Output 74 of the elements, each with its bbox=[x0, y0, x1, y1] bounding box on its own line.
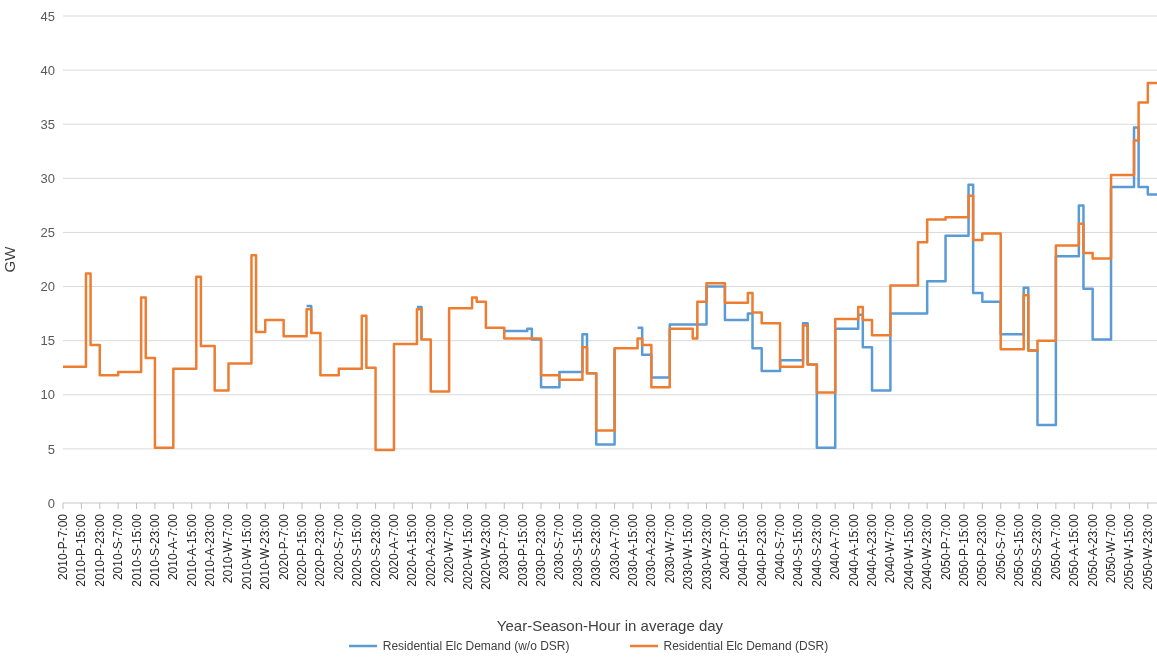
x-tick-label: 2050-P-7:00 bbox=[938, 513, 953, 581]
x-tick-label: 2050-S-15:00 bbox=[1012, 513, 1027, 587]
x-tick-label: 2030-W-23:00 bbox=[699, 513, 714, 590]
x-tick-label: 2010-P-23:00 bbox=[92, 513, 107, 587]
y-axis-title: GW bbox=[1, 245, 19, 273]
x-tick-label: 2050-W-7:00 bbox=[1104, 513, 1119, 584]
x-tick-label: 2040-A-7:00 bbox=[828, 513, 843, 581]
x-tick-label: 2050-S-7:00 bbox=[993, 513, 1008, 581]
y-tick-label: 45 bbox=[40, 8, 55, 24]
x-tick-label: 2030-W-7:00 bbox=[662, 513, 677, 584]
x-tick-label: 2050-P-23:00 bbox=[975, 513, 990, 587]
x-tick-label: 2020-P-15:00 bbox=[295, 513, 310, 587]
x-tick-label: 2020-P-23:00 bbox=[313, 513, 328, 587]
x-axis-title: Year-Season-Hour in average day bbox=[496, 617, 724, 634]
x-tick-label: 2040-W-23:00 bbox=[920, 513, 935, 590]
x-tick-label: 2010-W-15:00 bbox=[239, 513, 254, 590]
x-tick-label: 2050-P-15:00 bbox=[956, 513, 971, 587]
x-tick-label: 2030-A-23:00 bbox=[644, 513, 659, 587]
x-tick-label: 2020-S-15:00 bbox=[350, 513, 365, 587]
y-tick-label: 5 bbox=[47, 441, 55, 457]
y-tick-label: 40 bbox=[40, 62, 55, 78]
legend-label: Residential Elc Demand (w/o DSR) bbox=[382, 639, 570, 653]
x-tick-label: 2040-S-15:00 bbox=[791, 513, 806, 587]
x-tick-label: 2030-S-15:00 bbox=[570, 513, 585, 587]
x-tick-label: 2030-A-15:00 bbox=[625, 513, 640, 587]
x-tick-label: 2050-A-7:00 bbox=[1048, 513, 1063, 581]
x-tick-label: 2010-A-15:00 bbox=[184, 513, 199, 587]
x-tick-label: 2040-A-23:00 bbox=[865, 513, 880, 587]
x-tick-label: 2050-W-15:00 bbox=[1122, 513, 1137, 590]
x-tick-label: 2040-P-15:00 bbox=[736, 513, 751, 587]
y-tick-label: 30 bbox=[40, 170, 55, 186]
x-tick-label: 2040-P-23:00 bbox=[754, 513, 769, 587]
x-tick-label: 2030-S-7:00 bbox=[552, 513, 567, 581]
x-tick-label: 2040-A-15:00 bbox=[846, 513, 861, 587]
x-tick-label: 2010-P-15:00 bbox=[74, 513, 89, 587]
x-tick-label: 2020-S-23:00 bbox=[368, 513, 383, 587]
x-tick-label: 2010-W-7:00 bbox=[221, 513, 236, 584]
x-tick-label: 2050-A-15:00 bbox=[1067, 513, 1082, 587]
x-tick-label: 2010-S-23:00 bbox=[147, 513, 162, 587]
x-tick-label: 2010-S-7:00 bbox=[111, 513, 126, 581]
x-tick-label: 2040-S-7:00 bbox=[773, 513, 788, 581]
x-tick-label: 2030-A-7:00 bbox=[607, 513, 622, 581]
y-tick-label: 35 bbox=[40, 116, 55, 132]
x-tick-label: 2030-S-23:00 bbox=[589, 513, 604, 587]
x-tick-label: 2020-A-7:00 bbox=[386, 513, 401, 581]
x-tick-label: 2020-S-7:00 bbox=[331, 513, 346, 581]
y-tick-label: 25 bbox=[40, 225, 55, 241]
x-tick-label: 2020-W-23:00 bbox=[478, 513, 493, 590]
y-tick-label: 0 bbox=[47, 495, 55, 511]
x-tick-label: 2050-A-23:00 bbox=[1085, 513, 1100, 587]
x-tick-label: 2040-P-7:00 bbox=[717, 513, 732, 581]
x-tick-label: 2010-A-7:00 bbox=[166, 513, 181, 581]
x-tick-label: 2050-S-23:00 bbox=[1030, 513, 1045, 587]
x-tick-label: 2010-P-7:00 bbox=[56, 513, 70, 581]
x-tick-label: 2010-A-23:00 bbox=[203, 513, 218, 587]
x-tick-label: 2050-W-23:00 bbox=[1140, 513, 1155, 590]
legend-label: Residential Elc Demand (DSR) bbox=[663, 639, 829, 653]
x-tick-label: 2040-S-23:00 bbox=[809, 513, 824, 587]
y-tick-label: 20 bbox=[40, 279, 55, 295]
x-tick-label: 2020-A-23:00 bbox=[423, 513, 438, 587]
x-tick-label: 2010-W-23:00 bbox=[258, 513, 273, 590]
x-tick-label: 2030-W-15:00 bbox=[681, 513, 696, 590]
x-tick-label: 2030-P-15:00 bbox=[515, 513, 530, 587]
y-tick-label: 15 bbox=[40, 333, 55, 349]
x-tick-label: 2020-W-7:00 bbox=[442, 513, 457, 584]
x-tick-label: 2030-P-7:00 bbox=[497, 513, 512, 581]
x-tick-label: 2040-W-15:00 bbox=[901, 513, 916, 590]
x-tick-label: 2010-S-15:00 bbox=[129, 513, 144, 587]
x-tick-label: 2020-A-15:00 bbox=[405, 513, 420, 587]
x-tick-label: 2020-W-15:00 bbox=[460, 513, 475, 590]
y-tick-label: 10 bbox=[40, 387, 55, 403]
x-tick-label: 2040-W-7:00 bbox=[883, 513, 898, 584]
x-tick-label: 2020-P-7:00 bbox=[276, 513, 291, 581]
x-tick-label: 2030-P-23:00 bbox=[534, 513, 549, 587]
